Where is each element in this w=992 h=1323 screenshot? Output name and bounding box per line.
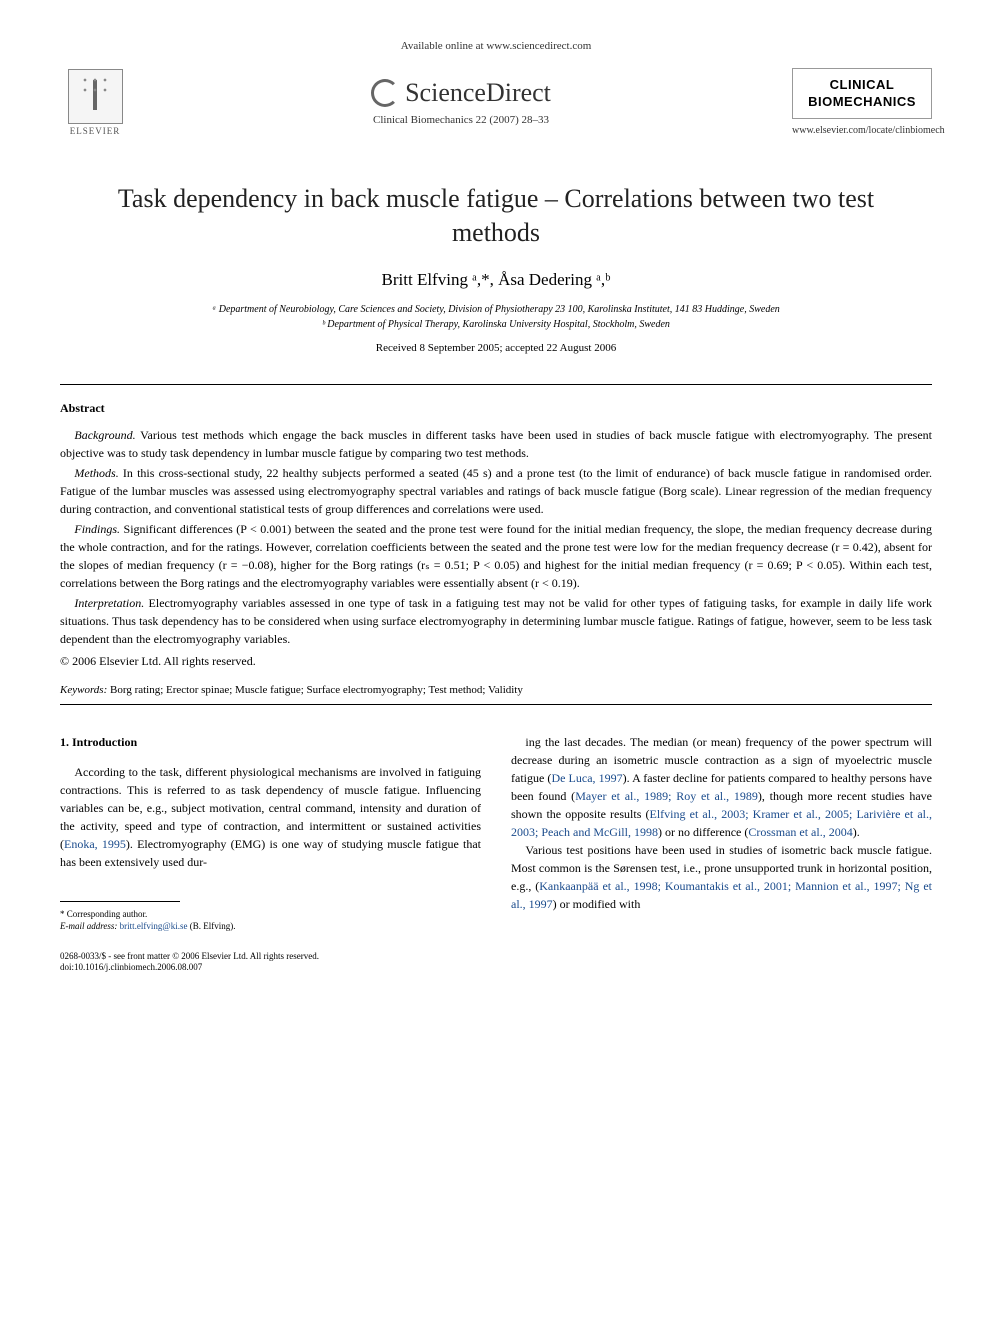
keywords-text: Borg rating; Erector spinae; Muscle fati… <box>107 684 523 696</box>
abstract-copyright: © 2006 Elsevier Ltd. All rights reserved… <box>60 652 932 670</box>
journal-box: CLINICAL BIOMECHANICS www.elsevier.com/l… <box>792 68 932 137</box>
email-link[interactable]: britt.elfving@ki.se <box>117 921 187 931</box>
footer: 0268-0033/$ - see front matter © 2006 El… <box>60 951 932 974</box>
keywords-label: Keywords: <box>60 684 107 696</box>
sciencedirect-logo: ScienceDirect <box>130 78 792 108</box>
ref-deluca[interactable]: De Luca, 1997 <box>551 771 622 785</box>
authors: Britt Elfving ᵃ,*, Åsa Dedering ᵃ,ᵇ <box>60 270 932 290</box>
sciencedirect-text: ScienceDirect <box>405 78 551 108</box>
footnote-corresponding: * Corresponding author. <box>60 908 481 921</box>
ref-mayer-roy[interactable]: Mayer et al., 1989; Roy et al., 1989 <box>575 789 758 803</box>
article-title: Task dependency in back muscle fatigue –… <box>100 182 892 250</box>
column-right: ing the last decades. The median (or mea… <box>511 733 932 933</box>
header-row: ELSEVIER ScienceDirect Clinical Biomecha… <box>60 62 932 142</box>
intro-para-1-cont: ing the last decades. The median (or mea… <box>511 733 932 841</box>
column-left: 1. Introduction According to the task, d… <box>60 733 481 933</box>
elsevier-tree-icon <box>68 69 123 124</box>
elsevier-logo: ELSEVIER <box>60 62 130 142</box>
journal-url: www.elsevier.com/locate/clinbiomech <box>792 125 932 136</box>
journal-name: CLINICAL BIOMECHANICS <box>792 68 932 120</box>
body-columns: 1. Introduction According to the task, d… <box>60 733 932 933</box>
abstract-heading: Abstract <box>60 401 932 416</box>
ref-enoka[interactable]: Enoka, 1995 <box>64 837 126 851</box>
footer-doi: doi:10.1016/j.clinbiomech.2006.08.007 <box>60 962 932 974</box>
rule-top <box>60 384 932 385</box>
footnote-email: E-mail address: britt.elfving@ki.se (B. … <box>60 920 481 933</box>
section-1-heading: 1. Introduction <box>60 733 481 751</box>
ref-crossman[interactable]: Crossman et al., 2004 <box>748 825 852 839</box>
affiliation-a: ᵃ Department of Neurobiology, Care Scien… <box>60 302 932 317</box>
sciencedirect-swirl-icon <box>371 79 399 107</box>
keywords: Keywords: Borg rating; Erector spinae; M… <box>60 684 932 696</box>
footer-line1: 0268-0033/$ - see front matter © 2006 El… <box>60 951 932 963</box>
abstract-interpretation: Interpretation. Electromyography variabl… <box>60 594 932 648</box>
abstract-background: Background. Various test methods which e… <box>60 426 932 462</box>
abstract-body: Background. Various test methods which e… <box>60 426 932 670</box>
elsevier-label: ELSEVIER <box>70 126 121 136</box>
abstract-findings: Findings. Significant differences (P < 0… <box>60 520 932 592</box>
affiliation-b: ᵇ Department of Physical Therapy, Karoli… <box>60 317 932 332</box>
affiliations: ᵃ Department of Neurobiology, Care Scien… <box>60 302 932 332</box>
intro-para-1: According to the task, different physiol… <box>60 763 481 871</box>
sciencedirect-block: ScienceDirect Clinical Biomechanics 22 (… <box>130 78 792 126</box>
rule-bottom <box>60 704 932 705</box>
journal-citation: Clinical Biomechanics 22 (2007) 28–33 <box>130 114 792 126</box>
available-online-text: Available online at www.sciencedirect.co… <box>60 40 932 52</box>
abstract-methods: Methods. In this cross-sectional study, … <box>60 464 932 518</box>
article-dates: Received 8 September 2005; accepted 22 A… <box>60 342 932 354</box>
footnote-rule <box>60 901 180 902</box>
intro-para-2: Various test positions have been used in… <box>511 841 932 913</box>
